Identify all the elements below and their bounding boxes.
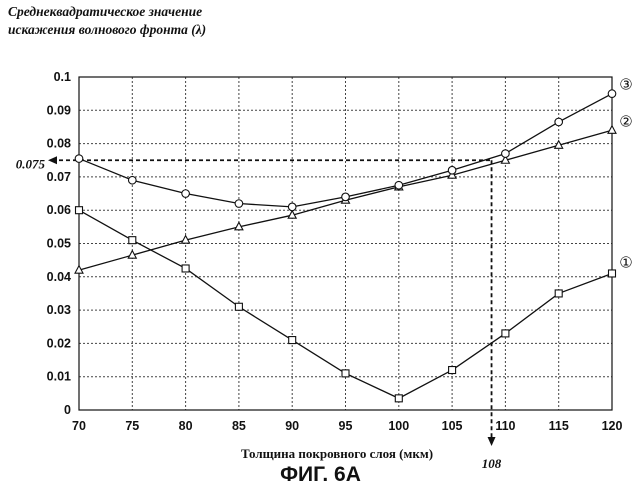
- data-point-circle: [182, 190, 190, 198]
- annotation-y-value: 0.075: [16, 156, 46, 171]
- data-point-circle: [235, 200, 243, 208]
- x-tick-label: 90: [285, 419, 299, 433]
- y-tick-label: 0.05: [47, 237, 71, 251]
- x-tick-label: 80: [179, 419, 193, 433]
- x-tick-label: 95: [339, 419, 353, 433]
- y-tick-label: 0.01: [47, 370, 71, 384]
- y-tick-label: 0.04: [47, 270, 71, 284]
- data-point-square: [609, 270, 616, 277]
- y-tick-label: 0.02: [47, 336, 71, 350]
- series-label-1: ①: [619, 253, 632, 271]
- data-point-square: [449, 367, 456, 374]
- data-point-circle: [555, 118, 563, 126]
- data-point-circle: [288, 203, 296, 211]
- data-point-square: [502, 330, 509, 337]
- x-tick-label: 75: [125, 419, 139, 433]
- series-label-3: ③: [619, 76, 632, 94]
- x-tick-label: 70: [72, 419, 86, 433]
- data-point-circle: [75, 155, 83, 163]
- data-point-square: [395, 395, 402, 402]
- y-tick-label: 0.07: [47, 170, 71, 184]
- y-tick-label: 0.06: [47, 203, 71, 217]
- x-tick-label: 85: [232, 419, 246, 433]
- annotation-v-arrowhead: [488, 437, 496, 446]
- y-tick-label: 0.03: [47, 303, 71, 317]
- x-axis-title: Толщина покровного слоя (мкм): [241, 446, 433, 461]
- data-point-square: [129, 237, 136, 244]
- y-tick-label: 0: [64, 403, 71, 417]
- y-tick-label: 0.08: [47, 137, 71, 151]
- data-point-circle: [448, 166, 456, 174]
- data-point-circle: [608, 90, 616, 98]
- data-point-square: [235, 303, 242, 310]
- x-tick-label: 110: [495, 419, 515, 433]
- data-point-triangle: [608, 126, 616, 134]
- data-point-circle: [395, 181, 403, 189]
- data-point-circle: [129, 176, 137, 184]
- x-tick-label: 115: [549, 419, 569, 433]
- y-tick-label: 0.09: [47, 103, 71, 117]
- x-tick-label: 105: [442, 419, 463, 433]
- data-point-square: [76, 207, 83, 214]
- annotation-h-arrowhead: [48, 156, 57, 164]
- series-label-2: ②: [619, 112, 632, 130]
- data-point-square: [289, 337, 296, 344]
- data-point-square: [182, 265, 189, 272]
- x-tick-label: 100: [388, 419, 409, 433]
- y-tick-label: 0.1: [54, 70, 71, 84]
- data-point-circle: [502, 150, 510, 158]
- data-point-square: [555, 290, 562, 297]
- x-tick-label: 120: [602, 419, 623, 433]
- figure-caption: ФИГ. 6А: [0, 463, 641, 487]
- data-point-square: [342, 370, 349, 377]
- data-point-circle: [342, 193, 350, 201]
